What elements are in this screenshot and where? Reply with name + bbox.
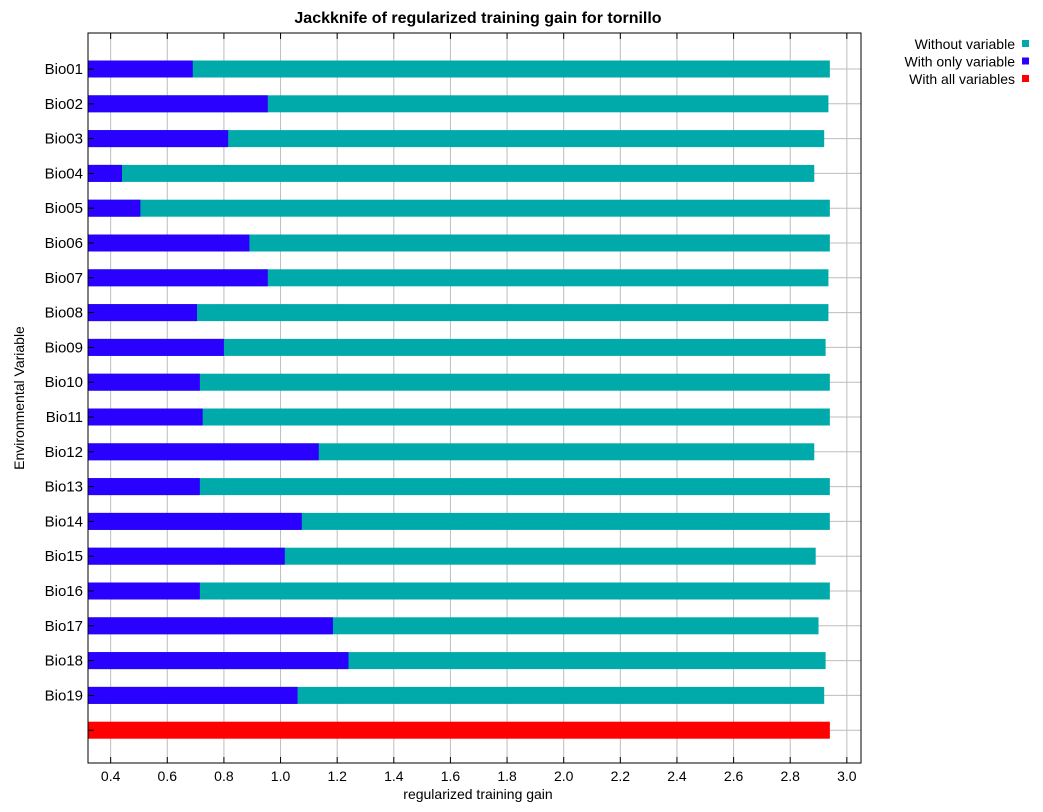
bar-with-only-variable	[88, 652, 349, 670]
legend-label: With only variable	[905, 54, 1016, 70]
category-label: Bio03	[45, 131, 83, 148]
x-tick-label: 2.8	[780, 768, 800, 784]
category-label: Bio01	[45, 61, 83, 78]
ticks-layer: 0.4 0.6 0.8 1.0 1.2 1.4 1.6 1.8 2.0 2.2 2.4 2.6 2.8 3…	[45, 33, 857, 784]
bar-without-variable	[88, 199, 830, 217]
bar-with-only-variable	[88, 130, 229, 148]
category-label: Bio06	[45, 235, 83, 252]
y-axis-label: Environmental Variable	[11, 326, 27, 470]
bar-without-variable	[88, 130, 825, 148]
bar-without-variable	[88, 582, 830, 600]
legend-swatch	[1022, 75, 1029, 82]
x-tick-label: 2.6	[724, 768, 744, 784]
x-tick-label: 0.8	[214, 768, 234, 784]
category-label: Bio19	[45, 687, 83, 704]
bar-without-variable	[88, 60, 830, 78]
bar-with-only-variable	[88, 234, 250, 252]
bar-with-only-variable	[88, 60, 193, 78]
bar-without-variable	[88, 408, 830, 426]
bar-without-variable	[88, 373, 830, 391]
x-tick-label: 2.4	[667, 768, 687, 784]
category-label: Bio07	[45, 270, 83, 287]
legend-label: With all variables	[909, 71, 1015, 87]
bar-with-only-variable	[88, 95, 268, 113]
bar-without-variable	[88, 338, 826, 356]
x-tick-label: 2.2	[611, 768, 631, 784]
bar-with-only-variable	[88, 373, 200, 391]
legend-label: Without variable	[915, 36, 1016, 52]
category-label: Bio18	[45, 653, 83, 670]
category-label: Bio13	[45, 479, 83, 496]
category-label: Bio15	[45, 548, 83, 565]
legend-swatch	[1022, 40, 1029, 47]
bar-with-only-variable	[88, 443, 319, 461]
x-tick-label: 1.4	[384, 768, 404, 784]
bar-with-only-variable	[88, 269, 268, 287]
bar-without-variable	[88, 304, 829, 322]
bar-with-all-variables	[88, 721, 830, 739]
bar-with-only-variable	[88, 164, 122, 182]
bars-layer	[88, 60, 830, 739]
x-tick-label: 1.6	[441, 768, 461, 784]
bar-without-variable	[88, 478, 830, 496]
bar-with-only-variable	[88, 304, 198, 322]
x-tick-label: 1.2	[327, 768, 347, 784]
category-label: Bio12	[45, 444, 83, 461]
category-label: Bio11	[46, 409, 83, 426]
bar-with-only-variable	[88, 408, 203, 426]
x-tick-label: 1.0	[271, 768, 291, 784]
chart-title: Jackknife of regularized training gain f…	[294, 10, 661, 27]
bar-without-variable	[88, 95, 829, 113]
category-label: Bio16	[45, 583, 83, 600]
x-tick-label: 3.0	[837, 768, 857, 784]
bar-without-variable	[88, 164, 815, 182]
legend-swatch	[1022, 57, 1029, 65]
x-tick-label: 0.6	[158, 768, 178, 784]
category-label: Bio02	[45, 96, 83, 113]
plot-frame	[87, 32, 862, 764]
bar-without-variable	[88, 269, 829, 287]
bar-with-only-variable	[88, 547, 285, 565]
bar-with-only-variable	[88, 512, 302, 530]
x-tick-label: 2.0	[554, 768, 574, 784]
x-axis-label: regularized training gain	[403, 786, 552, 802]
category-label: Bio04	[45, 165, 83, 182]
bar-with-only-variable	[88, 338, 224, 356]
bar-without-variable	[88, 234, 830, 252]
x-tick-label: 0.4	[101, 768, 121, 784]
bar-with-only-variable	[88, 582, 200, 600]
category-label: Bio10	[45, 374, 83, 391]
bar-with-only-variable	[88, 617, 333, 635]
category-label: Bio17	[45, 618, 83, 635]
bar-with-only-variable	[88, 478, 200, 496]
bar-with-only-variable	[88, 199, 141, 217]
x-tick-label: 1.8	[497, 768, 517, 784]
category-label: Bio14	[45, 513, 83, 530]
category-label: Bio05	[45, 200, 83, 217]
category-label: Bio08	[45, 305, 83, 322]
bar-with-only-variable	[88, 686, 298, 704]
category-label: Bio09	[45, 339, 83, 356]
